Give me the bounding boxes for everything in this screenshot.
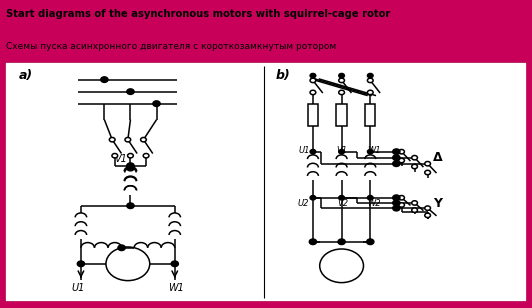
Circle shape (110, 137, 115, 142)
Circle shape (127, 203, 134, 209)
Circle shape (412, 208, 418, 212)
Circle shape (393, 195, 400, 201)
Circle shape (339, 196, 344, 200)
Circle shape (393, 155, 400, 160)
Text: Схемы пуска асинхронного двигателя с короткозамкнутым ротором: Схемы пуска асинхронного двигателя с кор… (6, 42, 337, 51)
Circle shape (368, 73, 373, 78)
Circle shape (393, 149, 400, 155)
Circle shape (125, 137, 131, 142)
Circle shape (310, 196, 316, 200)
Circle shape (398, 203, 404, 207)
Text: b): b) (276, 69, 290, 82)
Circle shape (398, 149, 404, 154)
Circle shape (368, 149, 373, 154)
Circle shape (101, 77, 108, 83)
Circle shape (127, 89, 134, 95)
Circle shape (412, 201, 418, 205)
Text: Y: Y (433, 197, 442, 210)
Text: Δ: Δ (433, 151, 443, 164)
Circle shape (398, 196, 404, 200)
Text: W1: W1 (168, 283, 184, 293)
Circle shape (339, 78, 344, 83)
Circle shape (310, 78, 316, 83)
Circle shape (412, 156, 418, 160)
Circle shape (412, 164, 418, 169)
Circle shape (310, 149, 316, 154)
Circle shape (128, 153, 134, 158)
Text: a): a) (18, 69, 32, 82)
Text: Start diagrams of the asynchronous motors with squirrel-cage rotor: Start diagrams of the asynchronous motor… (6, 9, 391, 19)
Circle shape (143, 153, 149, 158)
Circle shape (425, 161, 430, 166)
Circle shape (368, 78, 373, 83)
Circle shape (393, 161, 400, 167)
Circle shape (393, 205, 400, 211)
Circle shape (153, 101, 160, 107)
Circle shape (127, 163, 134, 168)
Circle shape (339, 73, 344, 78)
Circle shape (338, 239, 345, 245)
Circle shape (393, 200, 400, 206)
Circle shape (77, 261, 85, 267)
Circle shape (309, 239, 317, 245)
Circle shape (118, 245, 125, 251)
Text: V1: V1 (114, 154, 127, 164)
Circle shape (127, 164, 134, 169)
Circle shape (368, 90, 373, 95)
Circle shape (112, 153, 118, 158)
Circle shape (339, 90, 344, 95)
Bar (307, 103, 318, 126)
Text: U1: U1 (72, 283, 85, 293)
Text: U1: U1 (298, 146, 310, 156)
Circle shape (140, 137, 146, 142)
Text: W1: W1 (368, 146, 381, 156)
Text: W2: W2 (368, 199, 381, 208)
Circle shape (425, 206, 430, 210)
Circle shape (339, 149, 344, 154)
Bar (336, 103, 347, 126)
Circle shape (310, 90, 316, 95)
Circle shape (425, 213, 430, 217)
Text: V2: V2 (337, 199, 348, 208)
Text: U2: U2 (297, 199, 309, 208)
Bar (365, 103, 376, 126)
Text: V1: V1 (336, 146, 347, 156)
Circle shape (425, 170, 430, 175)
Circle shape (367, 239, 374, 245)
Circle shape (310, 73, 316, 78)
Circle shape (398, 158, 404, 163)
Circle shape (127, 165, 134, 171)
Circle shape (171, 261, 178, 267)
Circle shape (368, 196, 373, 200)
